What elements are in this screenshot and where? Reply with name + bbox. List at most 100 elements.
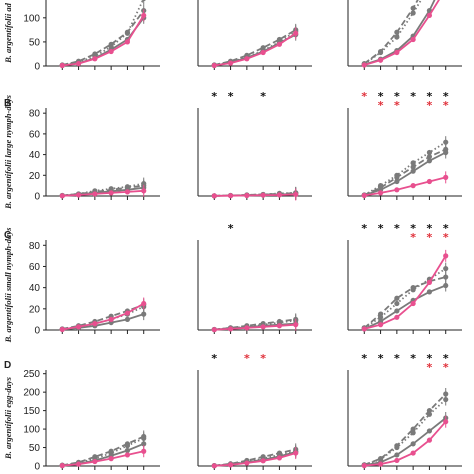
series-line (364, 0, 440, 66)
data-point (59, 326, 65, 333)
data-point (92, 321, 98, 327)
series-line (214, 32, 297, 67)
data-point (426, 408, 433, 414)
subplot-2: * * * (197, 90, 312, 201)
series-line (364, 398, 447, 466)
subplot-2 (197, 0, 312, 70)
data-point (260, 458, 266, 464)
data-point (92, 458, 98, 465)
data-point (227, 462, 234, 468)
data-point (426, 411, 433, 417)
series-line (62, 189, 144, 197)
data-point (410, 36, 416, 43)
data-point (75, 60, 82, 67)
significance-star: * (378, 352, 384, 365)
subplot-1 (45, 0, 160, 70)
series-line (364, 151, 447, 197)
y-tick-label: 100 (23, 425, 40, 436)
y-axis-label: B. argentifolii small nymph-days (3, 227, 13, 343)
data-point (59, 463, 65, 469)
series-line (214, 29, 297, 66)
significance-star: * (228, 90, 234, 103)
significance-star: * (410, 90, 416, 103)
data-point (410, 164, 416, 170)
y-axis-label: B. argentifolii egg-days (3, 376, 13, 460)
series-line (364, 176, 446, 197)
data-point (75, 324, 82, 330)
series-line (62, 435, 145, 467)
data-point (377, 190, 384, 196)
data-point (211, 62, 217, 69)
series-line (363, 0, 423, 65)
series-line (363, 393, 447, 466)
data-point (361, 62, 367, 68)
data-point (59, 193, 65, 199)
data-point (276, 192, 283, 198)
data-point (361, 326, 367, 332)
series-line (364, 255, 447, 330)
panel-row-a: B. argentifolii ad 0 50 100 (3, 0, 462, 73)
panel-letter: D (4, 360, 11, 371)
data-point (410, 5, 416, 11)
data-point (260, 192, 266, 198)
significance-star: * (443, 99, 449, 112)
significance-star: * (410, 352, 416, 365)
data-point (394, 308, 400, 314)
y-tick-label: 80 (29, 241, 41, 252)
series-line (214, 33, 297, 67)
data-point (108, 190, 114, 196)
data-point (410, 183, 416, 189)
significance-star: * (378, 90, 384, 103)
significance-star: * (394, 90, 400, 103)
data-point (377, 461, 384, 467)
y-tick-label: 60 (29, 129, 41, 140)
data-point (276, 323, 283, 329)
y-tick-label: 0 (34, 192, 40, 203)
y-tick-label: 200 (23, 388, 40, 399)
significance-star: * (260, 90, 266, 103)
series-line (62, 0, 144, 66)
y-tick-label: 40 (29, 150, 41, 161)
data-point (410, 160, 416, 166)
significance-star: * (427, 99, 433, 112)
subplot-2: * (197, 222, 312, 334)
data-point (394, 314, 400, 320)
y-tick-label: 80 (29, 109, 41, 120)
subplot-3: * * * * **** (347, 352, 462, 470)
series-line (364, 417, 447, 467)
panel-letter: B (4, 98, 11, 109)
data-point (361, 192, 367, 199)
series-line (62, 14, 145, 67)
data-point (426, 178, 433, 185)
series-line (62, 17, 145, 67)
y-tick-label: 60 (29, 262, 41, 273)
panel-row-d: B. argentifolii egg-days D 0 50 100 150 200 250… (3, 352, 462, 473)
significance-star: * (443, 222, 449, 235)
data-point (124, 447, 131, 454)
data-point (75, 192, 82, 198)
data-point (276, 455, 283, 461)
data-point (426, 437, 433, 443)
y-axis-label: B. argentifolii ad (3, 2, 13, 63)
data-point (260, 324, 266, 330)
data-point (394, 300, 400, 307)
series-line (62, 302, 145, 331)
data-point (410, 287, 416, 293)
data-point (276, 41, 283, 47)
significance-star: * (361, 222, 367, 235)
series-line (363, 148, 447, 196)
series-line (214, 30, 297, 66)
data-point (410, 426, 416, 432)
significance-star: * (228, 222, 234, 235)
data-point (410, 10, 416, 16)
data-point (377, 314, 384, 320)
data-point (426, 289, 433, 295)
y-tick-label: 40 (29, 283, 41, 294)
data-point (227, 60, 234, 66)
data-point (59, 62, 65, 69)
y-tick-label: 0 (34, 462, 40, 473)
data-point (394, 29, 400, 35)
significance-star: * (211, 352, 217, 365)
